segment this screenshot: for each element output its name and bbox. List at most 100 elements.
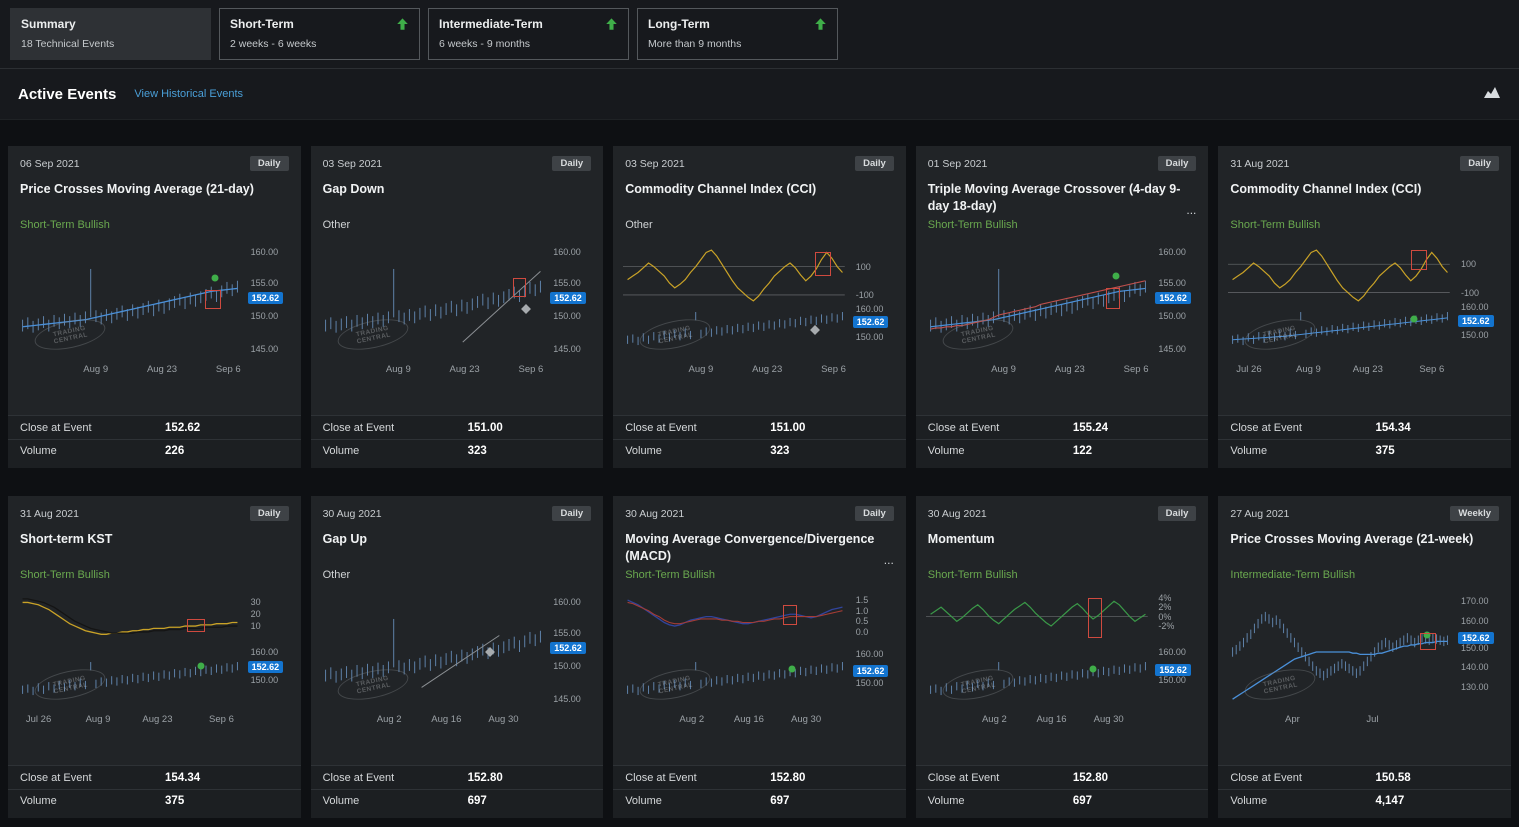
- event-footer: Close at Event 152.80 Volume 697: [310, 765, 604, 818]
- last-price-badge: 152.62: [550, 292, 586, 305]
- x-axis-label: Aug 9: [83, 364, 109, 375]
- volume-label: Volume: [322, 445, 360, 457]
- up-arrow-icon: [396, 17, 409, 31]
- event-classification: Short-Term Bullish: [927, 219, 1018, 231]
- event-card[interactable]: 31 Aug 2021 Daily Commodity Channel Inde…: [1218, 146, 1511, 468]
- y-axis-label: 150.00: [1158, 675, 1186, 686]
- close-at-event-row: Close at Event 150.58: [1218, 766, 1511, 789]
- periodicity-badge: Daily: [1460, 156, 1499, 171]
- event-footer: Close at Event 151.00 Volume 323: [613, 415, 906, 468]
- volume-value: 122: [1072, 445, 1093, 457]
- volume-row: Volume 323: [310, 439, 604, 462]
- x-axis-label: Aug 9: [991, 364, 1016, 375]
- event-card[interactable]: 27 Aug 2021 Weekly Price Crosses Moving …: [1218, 496, 1511, 818]
- event-chart: TRADING CENTRAL 100 -100 160.00 152.62 150.0…: [623, 243, 896, 376]
- y-axis-label: 160.00: [855, 649, 884, 660]
- event-date: 27 Aug 2021: [1230, 507, 1290, 520]
- y-axis-label: 0.5: [855, 616, 869, 627]
- close-at-event-label: Close at Event: [20, 771, 92, 784]
- title-more-ellipsis[interactable]: ...: [883, 553, 894, 567]
- x-axis-label: Aug 23: [449, 364, 480, 375]
- event-classification: Short-Term Bullish: [927, 569, 1018, 581]
- chart-y-axis: 160.00 155.00 152.62 150.00 145.00: [549, 593, 593, 711]
- close-at-event-value: 154.34: [165, 771, 201, 784]
- volume-value: 697: [1072, 795, 1093, 807]
- chart-y-axis: 100 -100 160.00 152.62 150.00: [1457, 243, 1501, 361]
- tab-short-term[interactable]: Short-Term 2 weeks - 6 weeks: [219, 8, 420, 60]
- event-footer: Close at Event 151.00 Volume 323: [310, 415, 604, 468]
- periodicity-badge: Daily: [249, 506, 289, 521]
- chart-svg: [926, 243, 1155, 361]
- event-card[interactable]: 01 Sep 2021 Daily Triple Moving Average …: [915, 146, 1209, 468]
- bullish-event-dot: [197, 662, 205, 670]
- bullish-event-dot: [1112, 272, 1120, 280]
- up-arrow-icon: [605, 17, 618, 31]
- event-card[interactable]: 30 Aug 2021 Daily Gap Up Other TRADING C…: [310, 496, 604, 818]
- chart-svg: [321, 243, 550, 361]
- y-axis-label: 155.00: [553, 278, 581, 289]
- chart-plot: TRADING CENTRAL: [18, 243, 247, 361]
- y-axis-label: 2%: [1158, 602, 1172, 613]
- y-axis-label: 100: [1461, 259, 1477, 270]
- y-axis-label: 150.00: [855, 677, 884, 688]
- event-date: 30 Aug 2021: [927, 507, 987, 520]
- event-marker-rect: [783, 604, 797, 625]
- tab-summary[interactable]: Summary 18 Technical Events: [10, 8, 211, 60]
- volume-row: Volume 375: [8, 789, 301, 812]
- event-marker-rect: [1106, 287, 1121, 310]
- event-footer: Close at Event 152.80 Volume 697: [613, 765, 906, 818]
- tab-intermediate-term[interactable]: Intermediate-Term 6 weeks - 9 months: [428, 8, 629, 60]
- close-at-event-label: Close at Event: [625, 421, 697, 434]
- last-price-badge: 152.62: [247, 292, 284, 305]
- volume-row: Volume 226: [8, 439, 301, 462]
- event-card[interactable]: 03 Sep 2021 Daily Gap Down Other TRADING…: [310, 146, 604, 468]
- y-axis-label: 155.00: [1158, 278, 1186, 289]
- x-axis-label: Aug 30: [791, 714, 822, 725]
- volume-value: 375: [165, 795, 185, 807]
- close-at-event-label: Close at Event: [927, 421, 1000, 434]
- event-marker-rect: [1411, 250, 1428, 271]
- area-chart-icon[interactable]: [1483, 85, 1501, 104]
- close-at-event-label: Close at Event: [1230, 421, 1302, 434]
- event-marker-rect: [815, 252, 832, 277]
- volume-row: Volume 697: [310, 789, 604, 812]
- y-axis-label: 20: [250, 609, 261, 620]
- event-marker-rect: [512, 278, 527, 298]
- event-title: Commodity Channel Index (CCI): [625, 182, 817, 196]
- active-events-header: Active Events View Historical Events: [0, 68, 1519, 120]
- event-card[interactable]: 31 Aug 2021 Daily Short-term KST Short-T…: [8, 496, 301, 818]
- volume-row: Volume 375: [1218, 439, 1511, 462]
- x-axis-label: Aug 23: [1352, 364, 1383, 375]
- chart-svg: [623, 593, 852, 711]
- chart-y-axis: 160.00 155.00 152.62 150.00 145.00: [549, 243, 593, 361]
- event-card[interactable]: 03 Sep 2021 Daily Commodity Channel Inde…: [613, 146, 906, 468]
- y-axis-label: 160.00: [1158, 247, 1186, 258]
- event-title: Triple Moving Average Crossover (4-day 9…: [927, 182, 1181, 213]
- event-date: 30 Aug 2021: [322, 507, 382, 520]
- close-at-event-value: 152.80: [1072, 771, 1109, 784]
- close-at-event-row: Close at Event 151.00: [311, 416, 604, 439]
- event-card[interactable]: 30 Aug 2021 Daily Moving Average Converg…: [613, 496, 906, 818]
- volume-row: Volume 4,147: [1218, 789, 1511, 812]
- event-card[interactable]: 30 Aug 2021 Daily Momentum Short-Term Bu…: [915, 496, 1209, 818]
- x-axis-label: Apr: [1284, 714, 1300, 725]
- chart-plot: TRADING CENTRAL: [321, 243, 550, 361]
- y-axis-label: 130.00: [1461, 682, 1489, 693]
- view-historical-events-link[interactable]: View Historical Events: [134, 88, 244, 100]
- event-card[interactable]: 06 Sep 2021 Daily Price Crosses Moving A…: [8, 146, 301, 468]
- event-chart: TRADING CENTRAL 1.5 1.0 0.5 0.0 160.00 152.62…: [623, 593, 896, 726]
- x-axis-label: Aug 9: [85, 714, 111, 725]
- event-footer: Close at Event 155.24 Volume 122: [915, 415, 1209, 468]
- volume-row: Volume 697: [613, 789, 906, 812]
- chart-svg: [926, 593, 1155, 711]
- title-more-ellipsis[interactable]: ...: [1186, 203, 1197, 217]
- volume-label: Volume: [927, 445, 965, 457]
- tab-long-term[interactable]: Long-Term More than 9 months: [637, 8, 838, 60]
- volume-label: Volume: [20, 795, 57, 807]
- bullish-event-dot: [1423, 631, 1431, 639]
- y-axis-label: 150.00: [1461, 330, 1489, 341]
- x-axis-label: Aug 2: [679, 714, 705, 725]
- event-classification: Other: [625, 219, 653, 231]
- event-date: 31 Aug 2021: [1230, 157, 1290, 170]
- close-at-event-label: Close at Event: [322, 421, 395, 434]
